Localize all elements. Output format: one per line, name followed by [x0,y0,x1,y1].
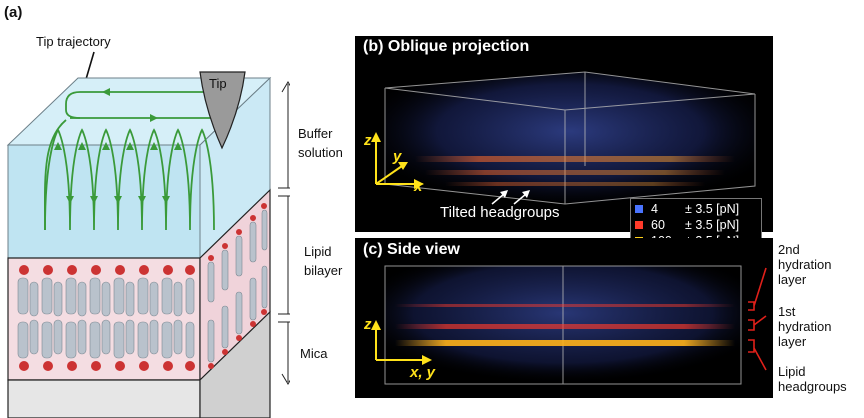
oblique-axis-y: y [393,148,402,165]
layer-1st-line-2: hydration [778,319,832,334]
layer-headgroup-line-2: headgroups [778,379,847,394]
layer-2nd-line-2: hydration [778,257,832,272]
legend-swatch [635,221,643,229]
layer-2nd-line-3: layer [778,272,807,287]
bracket-1st-hydration [748,315,767,331]
lipid-front-face [7,257,201,381]
headgroup-band-2 [425,170,725,175]
legend-value: 60 [651,218,665,232]
layer-2nd-line-1: 2nd [778,242,800,257]
tip-trajectory-path [43,91,228,231]
legend-item: 60 ± 3.5 [pN] [631,217,761,233]
side-view-image [384,265,742,385]
side-axis-z: z [364,316,372,333]
mica-front-face [7,379,201,418]
legend-error: ± 3.5 [pN] [685,202,740,216]
buffer-solution-label: Buffer solution [298,124,343,162]
legend-item: 4 ± 3.5 [pN] [631,201,761,217]
tip-label: Tip [209,76,227,91]
lipid-headgroups-side-face [208,203,267,369]
mica-right-face [199,310,271,418]
lipid-bilayer-label: Lipid bilayer [304,242,342,280]
hydration-band-2 [395,304,735,307]
oblique-projection-title: (b) Oblique projection [363,38,530,55]
scale-bottom-arrowhead [281,373,290,385]
oblique-axis-x: x [414,178,423,195]
tilted-headgroups-label: Tilted headgroups [440,204,560,221]
oblique-axis-icon [371,132,424,189]
headgroup-band-1 [415,156,735,162]
layer-1st-line-1: 1st [778,304,796,319]
headgroup-band-3 [445,182,705,186]
scale-top-arrowhead [281,81,290,93]
layer-scale-bar [278,84,290,382]
buffer-label-line-1: Buffer [298,126,333,141]
legend-swatch [635,205,643,213]
layer-label-headgroups: Lipid headgroups [778,364,847,394]
buffer-label-line-2: solution [298,145,343,160]
side-axis-icon [371,320,432,365]
layer-headgroup-line-1: Lipid [778,364,806,379]
side-view-title: (c) Side view [363,241,460,258]
layer-label-2nd-hydration: 2nd hydration layer [778,242,831,287]
bracket-2nd-hydration [748,267,767,311]
hydration-band-1 [395,324,735,329]
lipid-label-line-2: bilayer [304,263,343,278]
lipid-molecules-top-row [17,265,195,317]
legend-value: 4 [651,202,658,216]
side-view-panel [355,238,773,398]
lipid-molecules-side-face [207,209,268,363]
mica-label: Mica [300,346,328,361]
oblique-projection-image [384,71,756,205]
tip-trajectory-arrowheads [54,88,182,204]
tip-trajectory-label: Tip trajectory [36,34,111,49]
tilted-headgroups-arrows [491,190,530,205]
afm-schematic [6,51,290,418]
legend-error: ± 3.5 [pN] [685,218,740,232]
water-front-face [7,144,201,259]
headgroup-band [395,340,735,346]
side-axis-xy: x, y [410,364,436,381]
bracket-headgroups [748,339,767,371]
afm-tip [199,71,246,150]
layer-label-1st-hydration: 1st hydration layer [778,304,831,349]
projection-box-edges [384,71,756,205]
lipid-molecules-bottom-row [17,319,195,371]
oblique-axis-z: z [364,132,372,149]
layer-1st-line-3: layer [778,334,807,349]
panel-a-tag: (a) [4,4,23,21]
layer-brackets [748,267,767,371]
lipid-label-line-1: Lipid [304,244,332,259]
